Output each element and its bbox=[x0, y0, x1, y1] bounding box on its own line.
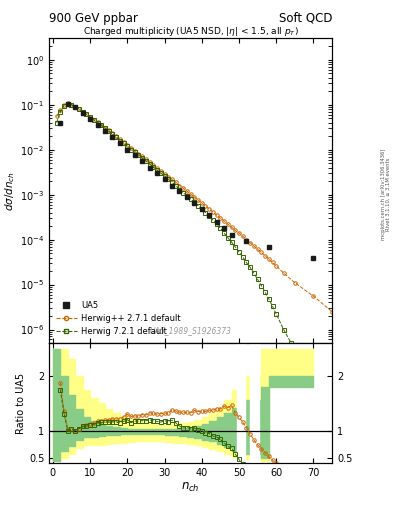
Legend: UA5, Herwig++ 2.7.1 default, Herwig 7.2.1 default: UA5, Herwig++ 2.7.1 default, Herwig 7.2.… bbox=[53, 298, 183, 339]
Text: Soft QCD: Soft QCD bbox=[279, 12, 332, 25]
Text: Rivet 3.1.10, ≥ 3.1M events: Rivet 3.1.10, ≥ 3.1M events bbox=[386, 158, 391, 231]
Text: UA5_1989_S1926373: UA5_1989_S1926373 bbox=[150, 327, 231, 335]
Text: 900 GeV ppbar: 900 GeV ppbar bbox=[49, 12, 138, 25]
Bar bbox=[237, 343, 244, 463]
Y-axis label: $d\sigma/dn_{ch}$: $d\sigma/dn_{ch}$ bbox=[4, 171, 17, 210]
Text: mcplots.cern.ch [arXiv:1306.3436]: mcplots.cern.ch [arXiv:1306.3436] bbox=[381, 149, 386, 240]
Bar bbox=[250, 343, 259, 463]
Title: Charged multiplicity (UA5 NSD, $|\eta|$ < 1.5, all $p_T$): Charged multiplicity (UA5 NSD, $|\eta|$ … bbox=[83, 25, 299, 38]
X-axis label: $n_{ch}$: $n_{ch}$ bbox=[181, 481, 200, 494]
Y-axis label: Ratio to UA5: Ratio to UA5 bbox=[16, 373, 26, 434]
